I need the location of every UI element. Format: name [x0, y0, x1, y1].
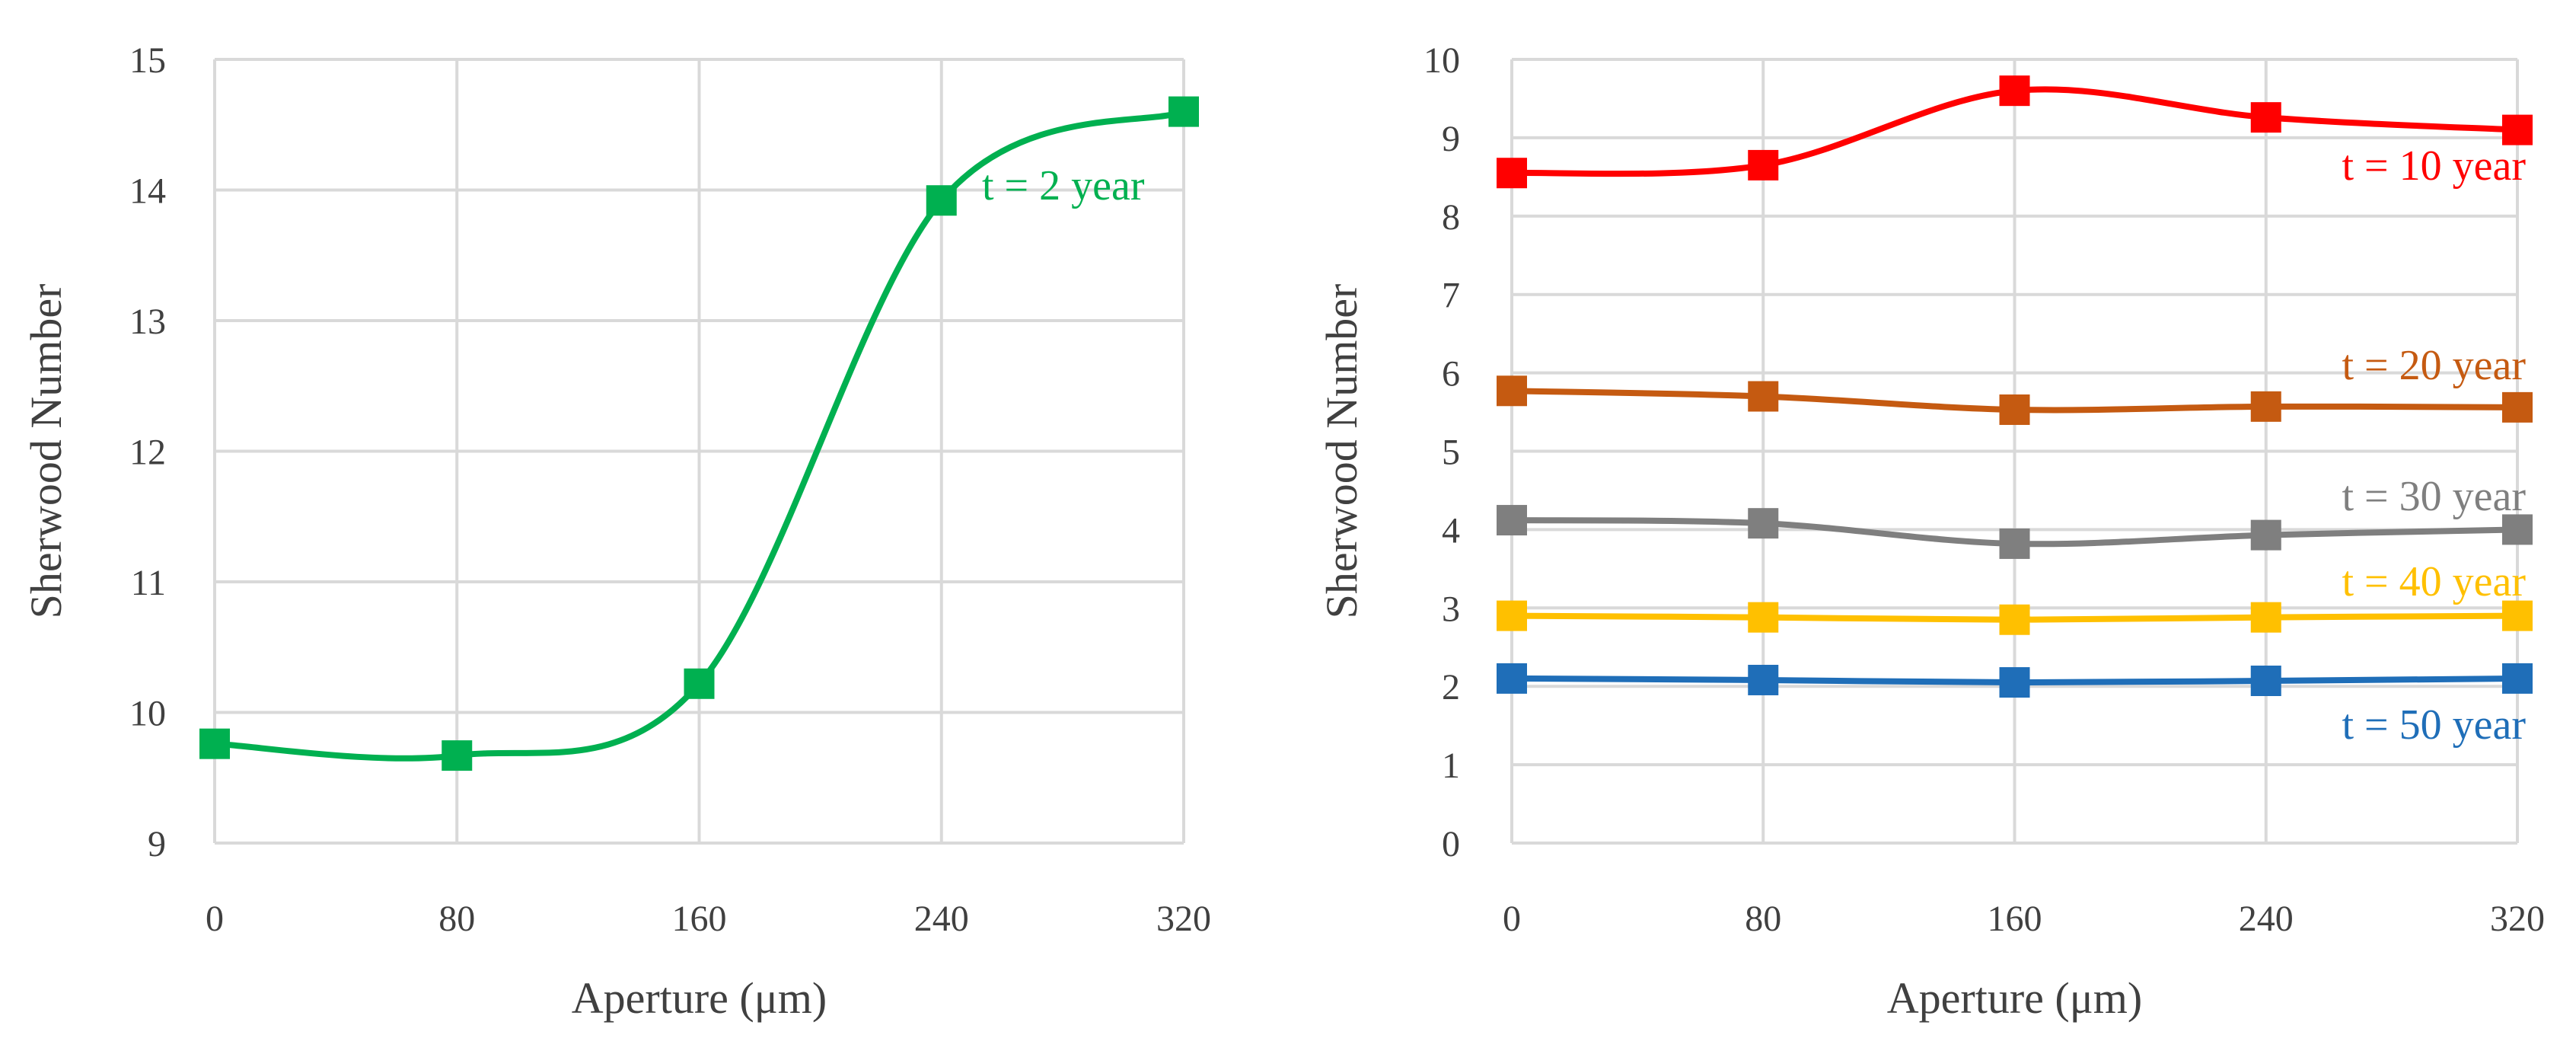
- data-point-marker: [1748, 381, 1779, 412]
- x-tick-label: 0: [206, 899, 224, 939]
- series-label: t = 40 year: [2342, 558, 2527, 605]
- y-tick-label: 14: [129, 171, 166, 212]
- data-point-marker: [2250, 665, 2281, 696]
- y-tick-label: 13: [129, 302, 166, 342]
- data-point-marker: [1748, 602, 1779, 633]
- x-tick-label: 80: [438, 899, 475, 939]
- data-point-marker: [2502, 391, 2533, 423]
- y-tick-label: 9: [1442, 119, 1460, 159]
- y-tick-label: 12: [129, 433, 166, 473]
- series-t-2-year: t = 2 year: [199, 96, 1199, 771]
- data-point-marker: [2250, 391, 2281, 422]
- x-tick-label: 160: [1988, 899, 2042, 939]
- data-point-marker: [1748, 508, 1779, 539]
- y-tick-label: 1: [1442, 746, 1460, 786]
- x-tick-label: 80: [1745, 899, 1781, 939]
- series-t-50-year: t = 50 year: [1497, 663, 2533, 749]
- data-point-marker: [1497, 158, 1527, 189]
- data-point-marker: [2250, 102, 2281, 133]
- y-tick-label: 3: [1442, 589, 1460, 629]
- x-tick-label: 0: [1503, 899, 1521, 939]
- y-tick-label: 4: [1442, 510, 1460, 551]
- series-label: t = 30 year: [2342, 473, 2527, 520]
- series-line: [212, 108, 1187, 762]
- y-tick-label: 5: [1442, 433, 1460, 473]
- data-point-marker: [2502, 600, 2533, 631]
- data-point-marker: [1999, 604, 2030, 635]
- y-tick-label: 15: [129, 40, 166, 81]
- data-point-marker: [1497, 663, 1527, 694]
- data-point-marker: [2250, 519, 2281, 551]
- y-tick-label: 9: [148, 824, 166, 864]
- data-point-marker: [1999, 75, 2030, 107]
- y-tick-label: 2: [1442, 667, 1460, 707]
- y-tick-label: 10: [1423, 40, 1460, 81]
- series-label: t = 50 year: [2342, 701, 2527, 749]
- data-point-marker: [2502, 663, 2533, 694]
- data-point-marker: [2502, 114, 2533, 145]
- data-point-marker: [1748, 149, 1779, 180]
- data-point-marker: [199, 728, 230, 759]
- x-tick-label: 160: [672, 899, 727, 939]
- y-axis-title: Sherwood Number: [1317, 284, 1366, 619]
- y-tick-label: 11: [131, 563, 166, 603]
- data-point-marker: [1497, 505, 1527, 536]
- y-tick-label: 10: [129, 694, 166, 734]
- data-point-marker: [1999, 528, 2030, 559]
- series-label: t = 2 year: [982, 162, 1145, 209]
- series-t-30-year: t = 30 year: [1497, 473, 2533, 559]
- y-tick-label: 7: [1442, 276, 1460, 316]
- series-t-10-year: t = 10 year: [1497, 75, 2533, 190]
- data-point-marker: [1497, 375, 1527, 407]
- y-tick-label: 0: [1442, 824, 1460, 864]
- x-tick-label: 240: [914, 899, 969, 939]
- x-axis-title: Aperture (μm): [1887, 973, 2142, 1023]
- data-point-marker: [442, 740, 473, 771]
- series-label: t = 20 year: [2342, 342, 2527, 389]
- data-point-marker: [1999, 667, 2030, 698]
- data-point-marker: [926, 185, 957, 216]
- left-chart: 9 10 11 12 13 14 15 0 80 160 240 320 Aperture (μm) Sh…: [21, 40, 1211, 1023]
- data-point-marker: [1168, 96, 1199, 127]
- right-chart: 0 1 2 3 4 5 6 7 8 9 10 0 80 160 240 320 Aperture (μm) She…: [1317, 40, 2545, 1023]
- x-tick-label: 320: [2490, 899, 2545, 939]
- x-axis-title: Aperture (μm): [572, 973, 827, 1023]
- data-point-marker: [1497, 600, 1527, 631]
- data-point-marker: [1748, 664, 1779, 695]
- y-tick-label: 8: [1442, 197, 1460, 238]
- data-point-marker: [2250, 602, 2281, 633]
- x-tick-label: 240: [2239, 899, 2294, 939]
- data-point-marker: [684, 668, 715, 699]
- y-axis-title: Sherwood Number: [21, 284, 71, 619]
- series-t-40-year: t = 40 year: [1497, 558, 2533, 635]
- series-label: t = 10 year: [2342, 142, 2527, 190]
- data-point-marker: [2502, 514, 2533, 545]
- data-point-marker: [1999, 394, 2030, 425]
- y-tick-label: 6: [1442, 354, 1460, 394]
- series-t-20-year: t = 20 year: [1497, 342, 2533, 425]
- x-tick-label: 320: [1156, 899, 1211, 939]
